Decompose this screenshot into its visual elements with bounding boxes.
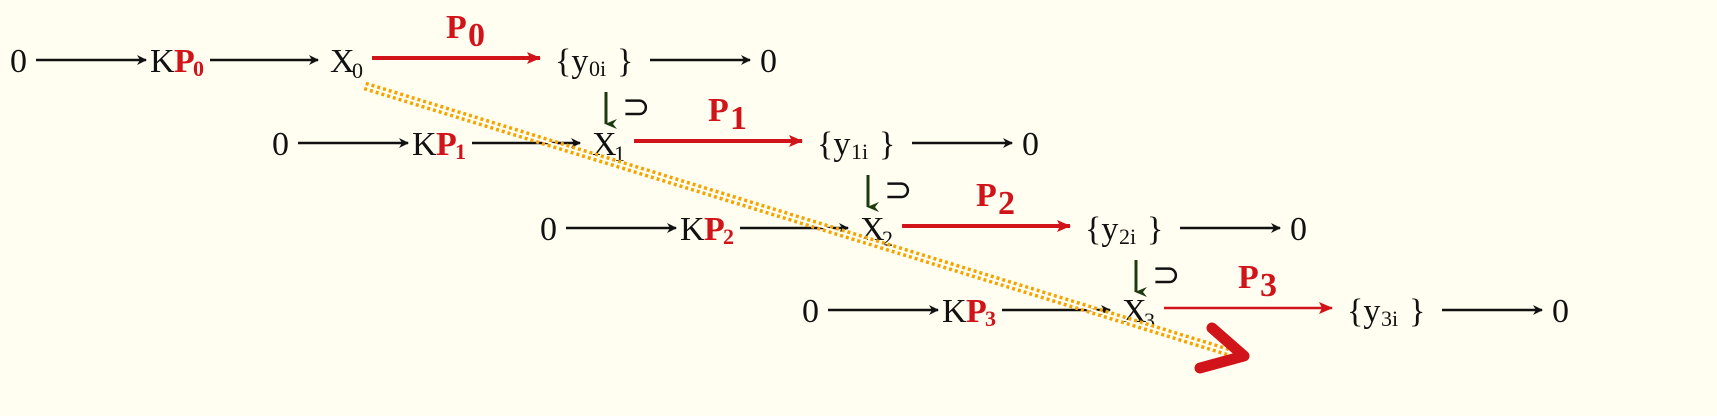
kernel-p: P [966, 293, 987, 330]
x-subscript: 1 [614, 141, 625, 166]
zero-left: 0 [10, 43, 27, 80]
y-set-close: } [1409, 293, 1425, 330]
y-set-subscript: 1i [851, 139, 868, 164]
zero-right: 0 [1552, 293, 1569, 330]
sequence-row-2: 0 K P2 X2P 2{y 2i} 0⊃ [540, 177, 1307, 297]
sequence-row-0: 0 K P0 X0P 0{y 0i} 0⊃ [10, 9, 777, 129]
y-set-open: {y [1085, 211, 1118, 248]
superset-symbol: ⊃ [622, 89, 651, 126]
projection-label: P [446, 9, 467, 46]
y-set-open: {y [1347, 293, 1380, 330]
y-set-close: } [1147, 211, 1163, 248]
projection-label-subscript: 0 [468, 17, 485, 54]
projection-label-subscript: 2 [998, 185, 1015, 222]
zero-right: 0 [1290, 211, 1307, 248]
zero-right: 0 [760, 43, 777, 80]
x-subscript: 0 [352, 58, 363, 83]
kernel-subscript: 2 [723, 224, 734, 249]
projection-label-subscript: 3 [1260, 267, 1277, 304]
projection-label: P [976, 177, 997, 214]
kernel-k: K [412, 126, 437, 163]
kernel-p: P [174, 43, 195, 80]
zero-left: 0 [540, 211, 557, 248]
x-subscript: 3 [1144, 308, 1155, 333]
y-set-open: {y [555, 43, 588, 80]
projection-label-subscript: 1 [730, 100, 747, 137]
kernel-p: P [436, 126, 457, 163]
zero-right: 0 [1022, 126, 1039, 163]
kernel-k: K [942, 293, 967, 330]
diagonal-arrowhead [1194, 322, 1250, 374]
y-set-close: } [879, 126, 895, 163]
diagonal-dotted-arrow [363, 81, 1250, 374]
y-set-subscript: 3i [1381, 306, 1398, 331]
x-node: X [330, 43, 355, 80]
projection-label: P [708, 92, 729, 129]
kernel-k: K [680, 211, 705, 248]
superset-symbol: ⊃ [1152, 257, 1181, 294]
x-subscript: 2 [882, 226, 893, 251]
kernel-subscript: 1 [455, 139, 466, 164]
kernel-k: K [150, 43, 175, 80]
kernel-subscript: 0 [193, 56, 204, 81]
zero-left: 0 [802, 293, 819, 330]
projection-label: P [1238, 259, 1259, 296]
sequence-row-3: 0 K P3 X3P 3{y 3i} 0 [802, 259, 1569, 333]
superset-symbol: ⊃ [884, 172, 913, 209]
y-set-close: } [617, 43, 633, 80]
y-set-open: {y [817, 126, 850, 163]
sequence-row-1: 0 K P1 X1P 1{y 1i} 0⊃ [272, 92, 1039, 212]
y-set-subscript: 2i [1119, 224, 1136, 249]
y-set-subscript: 0i [589, 56, 606, 81]
zero-left: 0 [272, 126, 289, 163]
kernel-subscript: 3 [985, 306, 996, 331]
kernel-p: P [704, 211, 725, 248]
